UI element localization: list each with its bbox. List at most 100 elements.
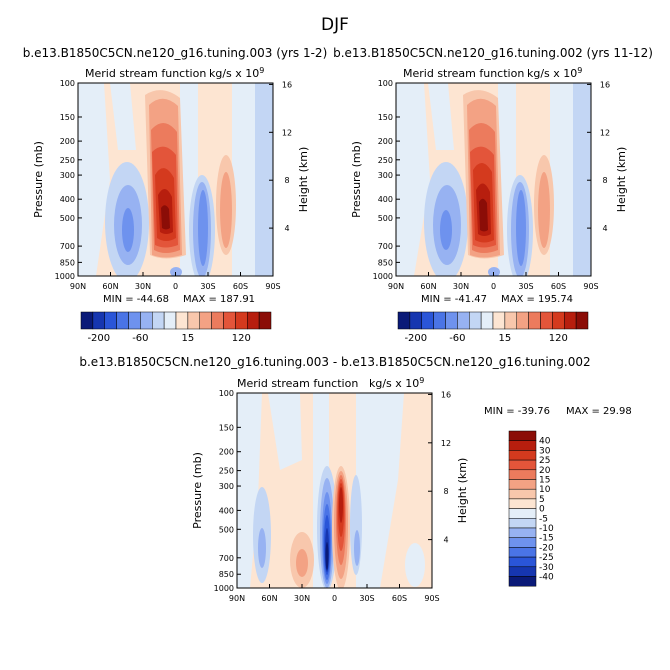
panel-a-ytick-right-label: 4 xyxy=(284,224,289,233)
panel-c-ytick-label: 200 xyxy=(219,448,234,457)
panel-b-min-label: MIN = -41.47 xyxy=(421,294,487,305)
panel-a-hadley-cell xyxy=(145,90,186,259)
panel-c-colorbar-label: -40 xyxy=(539,573,554,583)
panel-c-colorbar-swatch xyxy=(508,576,537,587)
panel-b-xtick-label: 30S xyxy=(518,282,533,291)
panel-c-colorbar-label: -10 xyxy=(539,524,554,534)
panel-c-colorbar-label: -5 xyxy=(539,514,548,524)
panel-c-north-blue xyxy=(253,487,271,583)
panel-a-colorbar-swatch xyxy=(140,311,153,330)
panel-a-ytick-right-label: 16 xyxy=(282,80,292,89)
panel-a-ylabel: Pressure (mb) xyxy=(32,141,45,218)
panel-a-ytick-label: 1000 xyxy=(55,272,75,281)
panel-c-ytick-label: 1000 xyxy=(214,584,234,593)
figure-title: DJF xyxy=(321,15,349,35)
panel-c-colorbar-swatch xyxy=(508,459,537,471)
panel-c-colorbar-swatch xyxy=(508,518,537,529)
panel-b-colorbar-swatch xyxy=(504,311,517,330)
panel-c-colorbar-label: 5 xyxy=(539,495,545,505)
panel-b-colorbar-swatch xyxy=(480,311,494,330)
panel-b-units-base: kg/s x 10 xyxy=(527,67,577,80)
panel-a-ytick-label: 150 xyxy=(60,113,75,122)
panel-c-colorbar-label: 25 xyxy=(539,456,550,466)
panel-b-colorbar: -200 -60 15 120 xyxy=(397,311,589,344)
panel-b-colorbar-swatch xyxy=(492,311,506,330)
panel-a-ytick-right-label: 8 xyxy=(284,176,289,185)
panel-a-ytick-label: 300 xyxy=(60,171,75,180)
panel-c-ytick-label: 250 xyxy=(219,467,234,476)
panel-a-colorbar-label: -200 xyxy=(87,333,110,344)
panel-b-xtick-label: 0 xyxy=(491,282,496,291)
panel-a-ytick-label: 200 xyxy=(60,137,75,146)
panel-c-xtick-label: 60S xyxy=(392,594,407,603)
panel-c-colorbar-label: 10 xyxy=(539,485,551,495)
panel-c-colorbar-label: 30 xyxy=(539,446,551,456)
panel-c-equatorial-red xyxy=(332,466,350,588)
panel-a-colorbar-swatch xyxy=(247,311,260,330)
panel-c-colorbar-swatch xyxy=(508,566,537,577)
panel-a-south-red-cell xyxy=(216,155,236,255)
panel-b-colorbar-label: -60 xyxy=(449,333,465,344)
panel-a-ylabel-right: Height (km) xyxy=(297,147,310,213)
panel-c-colorbar-swatch xyxy=(508,498,537,509)
panel-a-units-exp: 9 xyxy=(259,66,264,75)
panel-c-colorbar-swatch xyxy=(508,479,537,490)
panel-c-ytick-label: 100 xyxy=(219,389,234,398)
panel-b-colorbar-swatch xyxy=(445,311,458,330)
panel-c-colorbar-label: -15 xyxy=(539,534,554,544)
panel-c-colorbar-swatch xyxy=(508,537,537,548)
panel-a-xtick-label: 60N xyxy=(102,282,118,291)
panel-c-xtick-label: 90S xyxy=(424,594,439,603)
panel-c-colorbar-swatch xyxy=(508,547,537,558)
panel-c-units: kg/s x 109 xyxy=(369,376,424,390)
panel-c-axes: 100 150 200 250 300 400 500 700 850 1000 16 12 8 4 90N… xyxy=(191,389,469,603)
panel-b-colorbar-swatch xyxy=(516,311,529,330)
panel-a-colorbar-swatch xyxy=(258,311,272,330)
panel-a-min-label: MIN = -44.68 xyxy=(103,294,169,305)
panel-a-colorbar-swatch xyxy=(223,311,236,330)
panel-a-colorbar-label: 15 xyxy=(182,333,195,344)
panel-b-xtick-label: 60N xyxy=(420,282,436,291)
panel-b-surface-blue xyxy=(488,267,500,276)
panel-b-xtick-label: 30N xyxy=(453,282,469,291)
panel-a-colorbar-swatch xyxy=(80,311,94,330)
panel-a-ytick-label: 500 xyxy=(60,214,75,223)
panel-b-hadley-cell xyxy=(463,90,504,259)
panel-b-colorbar-swatch xyxy=(528,311,541,330)
panel-b-ytick-label: 700 xyxy=(378,242,393,251)
panel-b: b.e13.B1850C5CN.ne120_g16.tuning.002 (yr… xyxy=(333,46,653,344)
panel-c-ytick-label: 500 xyxy=(219,525,234,534)
panel-b-units: kg/s x 109 xyxy=(527,66,582,80)
panel-a-title: b.e13.B1850C5CN.ne120_g16.tuning.003 (yr… xyxy=(23,46,328,60)
panel-c-equatorial-blue xyxy=(317,466,337,588)
panel-b-title: b.e13.B1850C5CN.ne120_g16.tuning.002 (yr… xyxy=(333,46,653,60)
panel-b-ylabel: Pressure (mb) xyxy=(350,141,363,218)
panel-a-ytick-right-label: 12 xyxy=(282,128,292,137)
panel-b-ytick-label: 200 xyxy=(378,137,393,146)
panel-a: b.e13.B1850C5CN.ne120_g16.tuning.003 (yr… xyxy=(23,46,328,344)
panel-a-colorbar-swatch xyxy=(116,311,129,330)
panel-c-colorbar-swatch xyxy=(508,440,537,451)
panel-b-colorbar-swatch xyxy=(575,311,589,330)
panel-a-ytick-label: 400 xyxy=(60,195,75,204)
panel-c-colorbar-label: 15 xyxy=(539,476,550,486)
panel-a-subtitle: Merid stream function xyxy=(85,67,206,80)
panel-b-north-blue-cell xyxy=(396,83,468,276)
panel-b-ytick-right-label: 16 xyxy=(600,80,610,89)
panel-c-ytick-right-label: 16 xyxy=(441,390,451,399)
panel-b-colorbar-swatch xyxy=(564,311,577,330)
panel-c-xtick-label: 30N xyxy=(294,594,310,603)
panel-b-colorbar-swatch xyxy=(421,311,434,330)
panel-c: b.e13.B1850C5CN.ne120_g16.tuning.003 - b… xyxy=(79,355,631,603)
panel-a-ytick-label: 100 xyxy=(60,79,75,88)
panel-c-plot xyxy=(237,393,432,588)
panel-c-ytick-right-label: 8 xyxy=(443,487,448,496)
panel-b-subtitle: Merid stream function xyxy=(403,67,524,80)
panel-c-colorbar-label: -25 xyxy=(539,553,554,563)
panel-c-xtick-label: 0 xyxy=(332,594,337,603)
panel-b-ytick-label: 1000 xyxy=(373,272,393,281)
panel-c-subtitle: Merid stream function xyxy=(237,377,358,390)
panel-c-ytick-right-label: 4 xyxy=(443,536,448,545)
